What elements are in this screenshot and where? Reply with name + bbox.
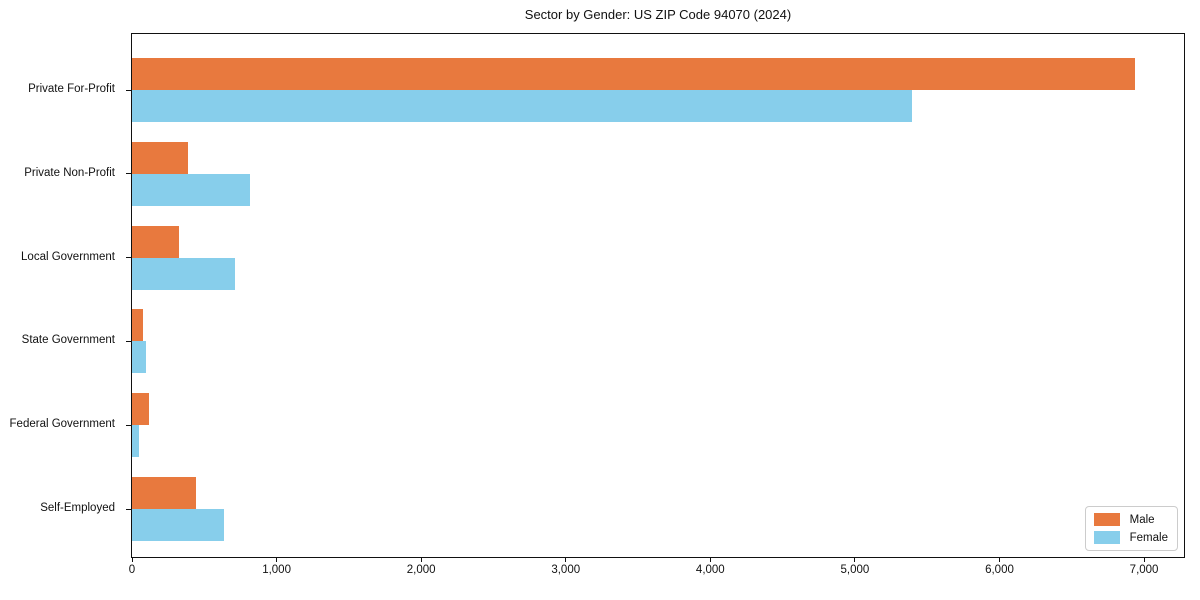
x-tick-mark xyxy=(276,557,278,562)
y-axis-label: State Government xyxy=(21,334,115,347)
x-tick-label: 0 xyxy=(128,564,136,576)
legend-label-male: Male xyxy=(1129,513,1155,526)
y-tick-mark xyxy=(126,257,132,259)
bar-male-2 xyxy=(132,141,189,174)
x-tick-mark xyxy=(1143,557,1145,562)
y-tick-mark xyxy=(126,508,132,510)
plot-area: Male Female 0 1,000 2,000 3,000 4,000 5,000 6,… xyxy=(126,33,1185,576)
bar-male-3 xyxy=(132,225,179,258)
bar-female-3 xyxy=(132,257,235,290)
x-tick-label: 2,000 xyxy=(406,564,436,576)
x-tick-label: 4,000 xyxy=(695,564,725,576)
legend-item-female: Female xyxy=(1093,531,1168,544)
y-axis-labels: Private For-Profit Private Non-Profit Loca… xyxy=(0,33,123,558)
y-tick-mark xyxy=(126,424,132,426)
y-axis-label: Private For-Profit xyxy=(28,83,115,95)
x-tick-mark xyxy=(420,557,422,562)
legend: Male Female xyxy=(1084,506,1178,551)
x-tick-label: 6,000 xyxy=(985,564,1014,576)
legend-label-female: Female xyxy=(1129,531,1168,544)
bar-female-6 xyxy=(132,509,224,541)
x-tick-label: 1,000 xyxy=(262,564,291,576)
bar-male-4 xyxy=(132,309,143,342)
x-tick-mark xyxy=(565,557,567,562)
y-axis-label: Self-Employed xyxy=(40,502,115,514)
bar-male-6 xyxy=(132,477,196,509)
y-tick-mark xyxy=(126,173,132,175)
bar-male-5 xyxy=(132,393,150,426)
y-tick-mark xyxy=(126,89,132,91)
x-tick-mark xyxy=(709,557,711,562)
y-axis-label: Private Non-Profit xyxy=(24,166,115,179)
legend-item-male: Male xyxy=(1093,513,1168,526)
x-tick-mark xyxy=(854,557,856,562)
y-axis-label: Federal Government xyxy=(9,418,115,431)
x-tick-label: 3,000 xyxy=(551,564,581,576)
chart-title: Sector by Gender: US ZIP Code 94070 (202… xyxy=(524,7,792,22)
bar-female-5 xyxy=(132,425,140,458)
bar-female-4 xyxy=(132,341,147,374)
female-swatch xyxy=(1093,531,1120,544)
x-tick-mark xyxy=(998,557,1000,562)
bar-female-1 xyxy=(132,90,913,122)
male-swatch xyxy=(1093,513,1120,526)
x-tick-label: 7,000 xyxy=(1129,564,1159,576)
bar-male-1 xyxy=(132,58,1136,90)
y-axis-label: Local Government xyxy=(21,250,115,263)
x-tick-mark xyxy=(131,557,133,562)
y-tick-mark xyxy=(126,340,132,342)
x-tick-label: 5,000 xyxy=(840,564,870,576)
bar-female-2 xyxy=(132,173,250,206)
